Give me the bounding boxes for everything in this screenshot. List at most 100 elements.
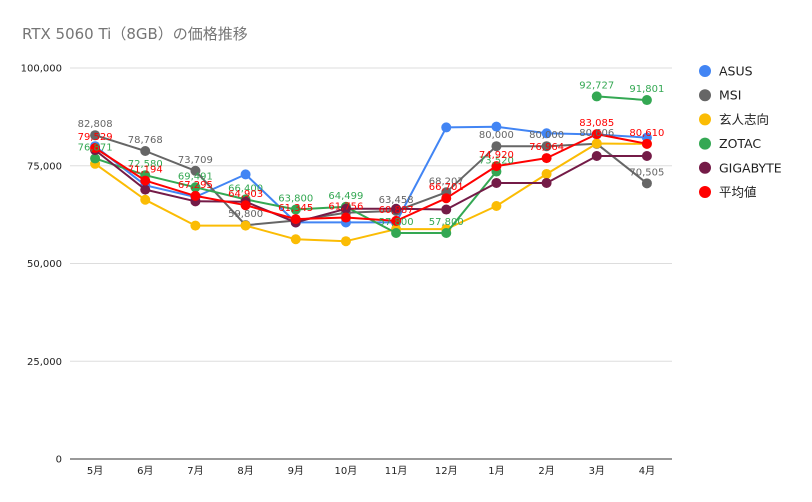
data-point xyxy=(391,215,402,226)
data-point xyxy=(591,91,602,102)
data-label: 80,610 xyxy=(629,128,664,139)
data-label: 57,800 xyxy=(429,217,464,228)
series-line xyxy=(94,133,648,222)
x-tick-label: 8月 xyxy=(237,465,253,477)
legend-marker xyxy=(699,89,711,102)
series-line xyxy=(94,149,647,224)
x-tick-label: 9月 xyxy=(288,465,304,477)
data-label: 82,808 xyxy=(78,119,113,130)
x-tick-label: 5月 xyxy=(87,465,103,477)
data-point xyxy=(491,161,502,172)
data-label: 61,756 xyxy=(328,202,363,213)
data-point xyxy=(491,177,502,188)
data-point xyxy=(541,168,552,179)
x-tick-label: 6月 xyxy=(137,465,153,477)
data-point xyxy=(541,141,552,152)
data-label: 73,709 xyxy=(178,155,213,166)
data-point xyxy=(290,204,301,215)
x-tick-label: 10月 xyxy=(335,465,358,477)
data-label: 67,295 xyxy=(178,180,213,191)
data-point xyxy=(391,203,402,214)
data-label: 72,580 xyxy=(128,159,163,170)
x-axis: 5月 6月 7月 8月 9月 10月 11月 12月 1月 2月 3月 4月 xyxy=(87,465,655,477)
data-label: 83,085 xyxy=(579,118,614,129)
legend-label: MSI xyxy=(719,88,741,103)
data-point xyxy=(90,130,101,141)
series-line xyxy=(94,142,647,243)
legend-marker xyxy=(699,161,711,174)
data-point xyxy=(90,143,101,154)
data-label: 80,606 xyxy=(579,128,614,139)
data-point xyxy=(140,146,151,157)
data-point xyxy=(641,178,652,189)
y-tick-label: 100,000 xyxy=(21,64,62,75)
data-point xyxy=(491,201,502,212)
data-label: 57,800 xyxy=(379,217,414,228)
legend-marker xyxy=(699,65,711,77)
data-label: 69,491 xyxy=(178,171,213,182)
data-point xyxy=(340,236,351,247)
data-point xyxy=(441,204,452,215)
data-point xyxy=(190,190,201,201)
data-point xyxy=(541,153,552,164)
data-label: 74,920 xyxy=(479,150,514,161)
data-point xyxy=(240,200,251,211)
data-label: 61,345 xyxy=(278,203,313,214)
x-tick-label: 2月 xyxy=(538,465,554,477)
data-point xyxy=(190,220,201,231)
data-point xyxy=(140,175,151,186)
data-point xyxy=(140,184,151,195)
data-label: 60,887 xyxy=(379,205,414,216)
data-label: 63,458 xyxy=(379,195,414,206)
data-label: 71,194 xyxy=(128,165,163,176)
data-point xyxy=(641,150,652,161)
data-label: 80,000 xyxy=(479,130,514,141)
data-point xyxy=(541,128,552,139)
y-axis: 0 25,000 50,000 75,000 100,000 xyxy=(21,64,62,466)
data-point xyxy=(140,194,151,205)
legend-label: 平均値 xyxy=(719,185,757,200)
y-tick-label: 50,000 xyxy=(27,259,62,270)
data-point xyxy=(90,153,101,164)
legend-label: ASUS xyxy=(719,64,753,79)
data-label: 79,529 xyxy=(78,132,113,143)
data-point xyxy=(491,121,502,132)
legend-label: 玄人志向 xyxy=(719,112,769,127)
data-label: 76,964 xyxy=(529,142,564,153)
data-label: 73,520 xyxy=(479,156,514,167)
x-tick-label: 1月 xyxy=(488,465,504,477)
data-point xyxy=(240,169,251,180)
data-point xyxy=(340,212,351,223)
data-label: 63,800 xyxy=(278,194,313,205)
data-point xyxy=(290,214,301,225)
legend-label: ZOTAC xyxy=(719,136,761,151)
x-tick-label: 12月 xyxy=(435,465,458,477)
y-tick-label: 0 xyxy=(56,455,62,466)
data-point xyxy=(591,138,602,149)
data-label: 70,505 xyxy=(629,167,664,178)
data-point xyxy=(591,150,602,161)
y-tick-label: 25,000 xyxy=(27,357,62,368)
legend-marker xyxy=(699,113,711,126)
data-label: 80,000 xyxy=(529,130,564,141)
data-point xyxy=(441,228,452,239)
data-label: 66,701 xyxy=(429,182,464,193)
data-label: 68,207 xyxy=(429,176,464,187)
data-point xyxy=(240,220,251,231)
data-labels: 82,808 78,768 73,709 59,800 63,458 68,207 80,0… xyxy=(78,80,665,228)
legend: ASUS MSI 玄人志向 ZOTAC GIGABYTE 平均値 xyxy=(699,64,782,200)
data-point xyxy=(591,129,602,140)
x-tick-label: 3月 xyxy=(589,465,605,477)
y-tick-label: 75,000 xyxy=(27,161,62,172)
data-point xyxy=(491,141,502,152)
data-label: 59,800 xyxy=(228,209,263,220)
x-tick-label: 4月 xyxy=(639,465,655,477)
data-point xyxy=(190,165,201,176)
chart-title: RTX 5060 Ti（8GB）の価格推移 xyxy=(22,25,248,43)
plot-area xyxy=(90,91,652,247)
data-point xyxy=(190,182,201,193)
x-tick-label: 11月 xyxy=(385,465,408,477)
legend-label: GIGABYTE xyxy=(719,160,782,175)
data-label: 91,801 xyxy=(629,84,664,95)
